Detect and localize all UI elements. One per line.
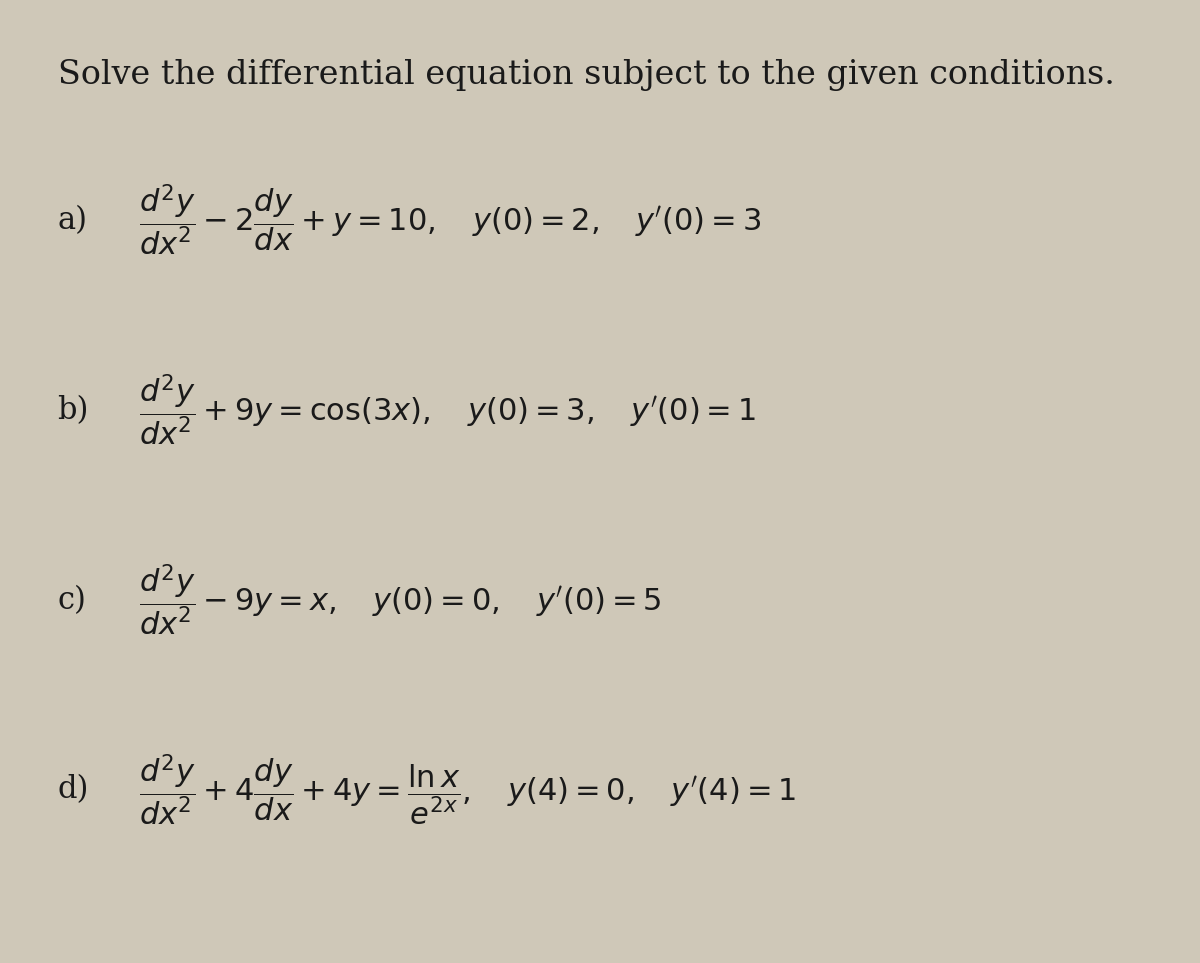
Text: $\dfrac{d^2y}{dx^2} - 9y = x, \quad y(0) = 0, \quad y'(0) = 5$: $\dfrac{d^2y}{dx^2} - 9y = x, \quad y(0)… [139, 562, 661, 638]
Text: $\dfrac{d^2y}{dx^2} - 2\dfrac{dy}{dx} + y = 10, \quad y(0) = 2, \quad y'(0) = 3$: $\dfrac{d^2y}{dx^2} - 2\dfrac{dy}{dx} + … [139, 183, 761, 258]
Text: $\dfrac{d^2y}{dx^2} + 4\dfrac{dy}{dx} + 4y = \dfrac{\ln x}{e^{2x}}, \quad y(4) =: $\dfrac{d^2y}{dx^2} + 4\dfrac{dy}{dx} + … [139, 752, 796, 827]
Text: b): b) [58, 395, 89, 426]
Text: c): c) [58, 585, 86, 615]
Text: a): a) [58, 205, 88, 236]
Text: $\dfrac{d^2y}{dx^2} + 9y = \cos(3x), \quad y(0) = 3, \quad y'(0) = 1$: $\dfrac{d^2y}{dx^2} + 9y = \cos(3x), \qu… [139, 373, 756, 448]
Text: d): d) [58, 774, 89, 805]
Text: Solve the differential equation subject to the given conditions.: Solve the differential equation subject … [58, 59, 1115, 91]
